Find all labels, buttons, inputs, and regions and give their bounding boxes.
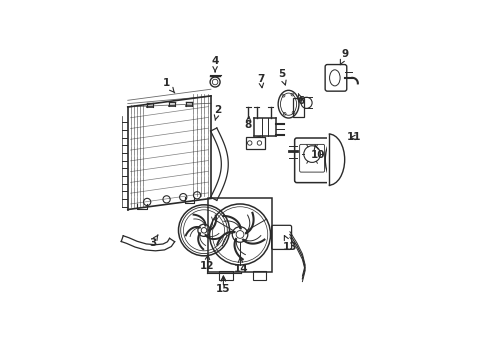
Text: 12: 12 [199, 255, 214, 271]
Text: 6: 6 [297, 94, 305, 107]
Bar [245, 138, 265, 149]
Text: 5: 5 [278, 69, 286, 85]
Bar [252, 270, 267, 280]
Circle shape [198, 224, 210, 237]
Text: 2: 2 [214, 105, 221, 120]
Text: 11: 11 [346, 132, 361, 143]
Circle shape [232, 227, 248, 242]
Text: 4: 4 [211, 56, 219, 72]
Text: 3: 3 [149, 235, 158, 248]
Bar [208, 198, 272, 272]
Text: 13: 13 [283, 235, 297, 252]
Text: 15: 15 [216, 276, 231, 293]
Text: 10: 10 [310, 145, 325, 161]
Text: 7: 7 [257, 74, 265, 88]
Text: 14: 14 [234, 258, 248, 274]
Text: 9: 9 [340, 49, 349, 65]
Bar [293, 98, 304, 117]
Text: 1: 1 [163, 78, 175, 93]
Text: 8: 8 [245, 116, 252, 130]
Bar [327, 132, 361, 187]
Bar [219, 270, 233, 280]
